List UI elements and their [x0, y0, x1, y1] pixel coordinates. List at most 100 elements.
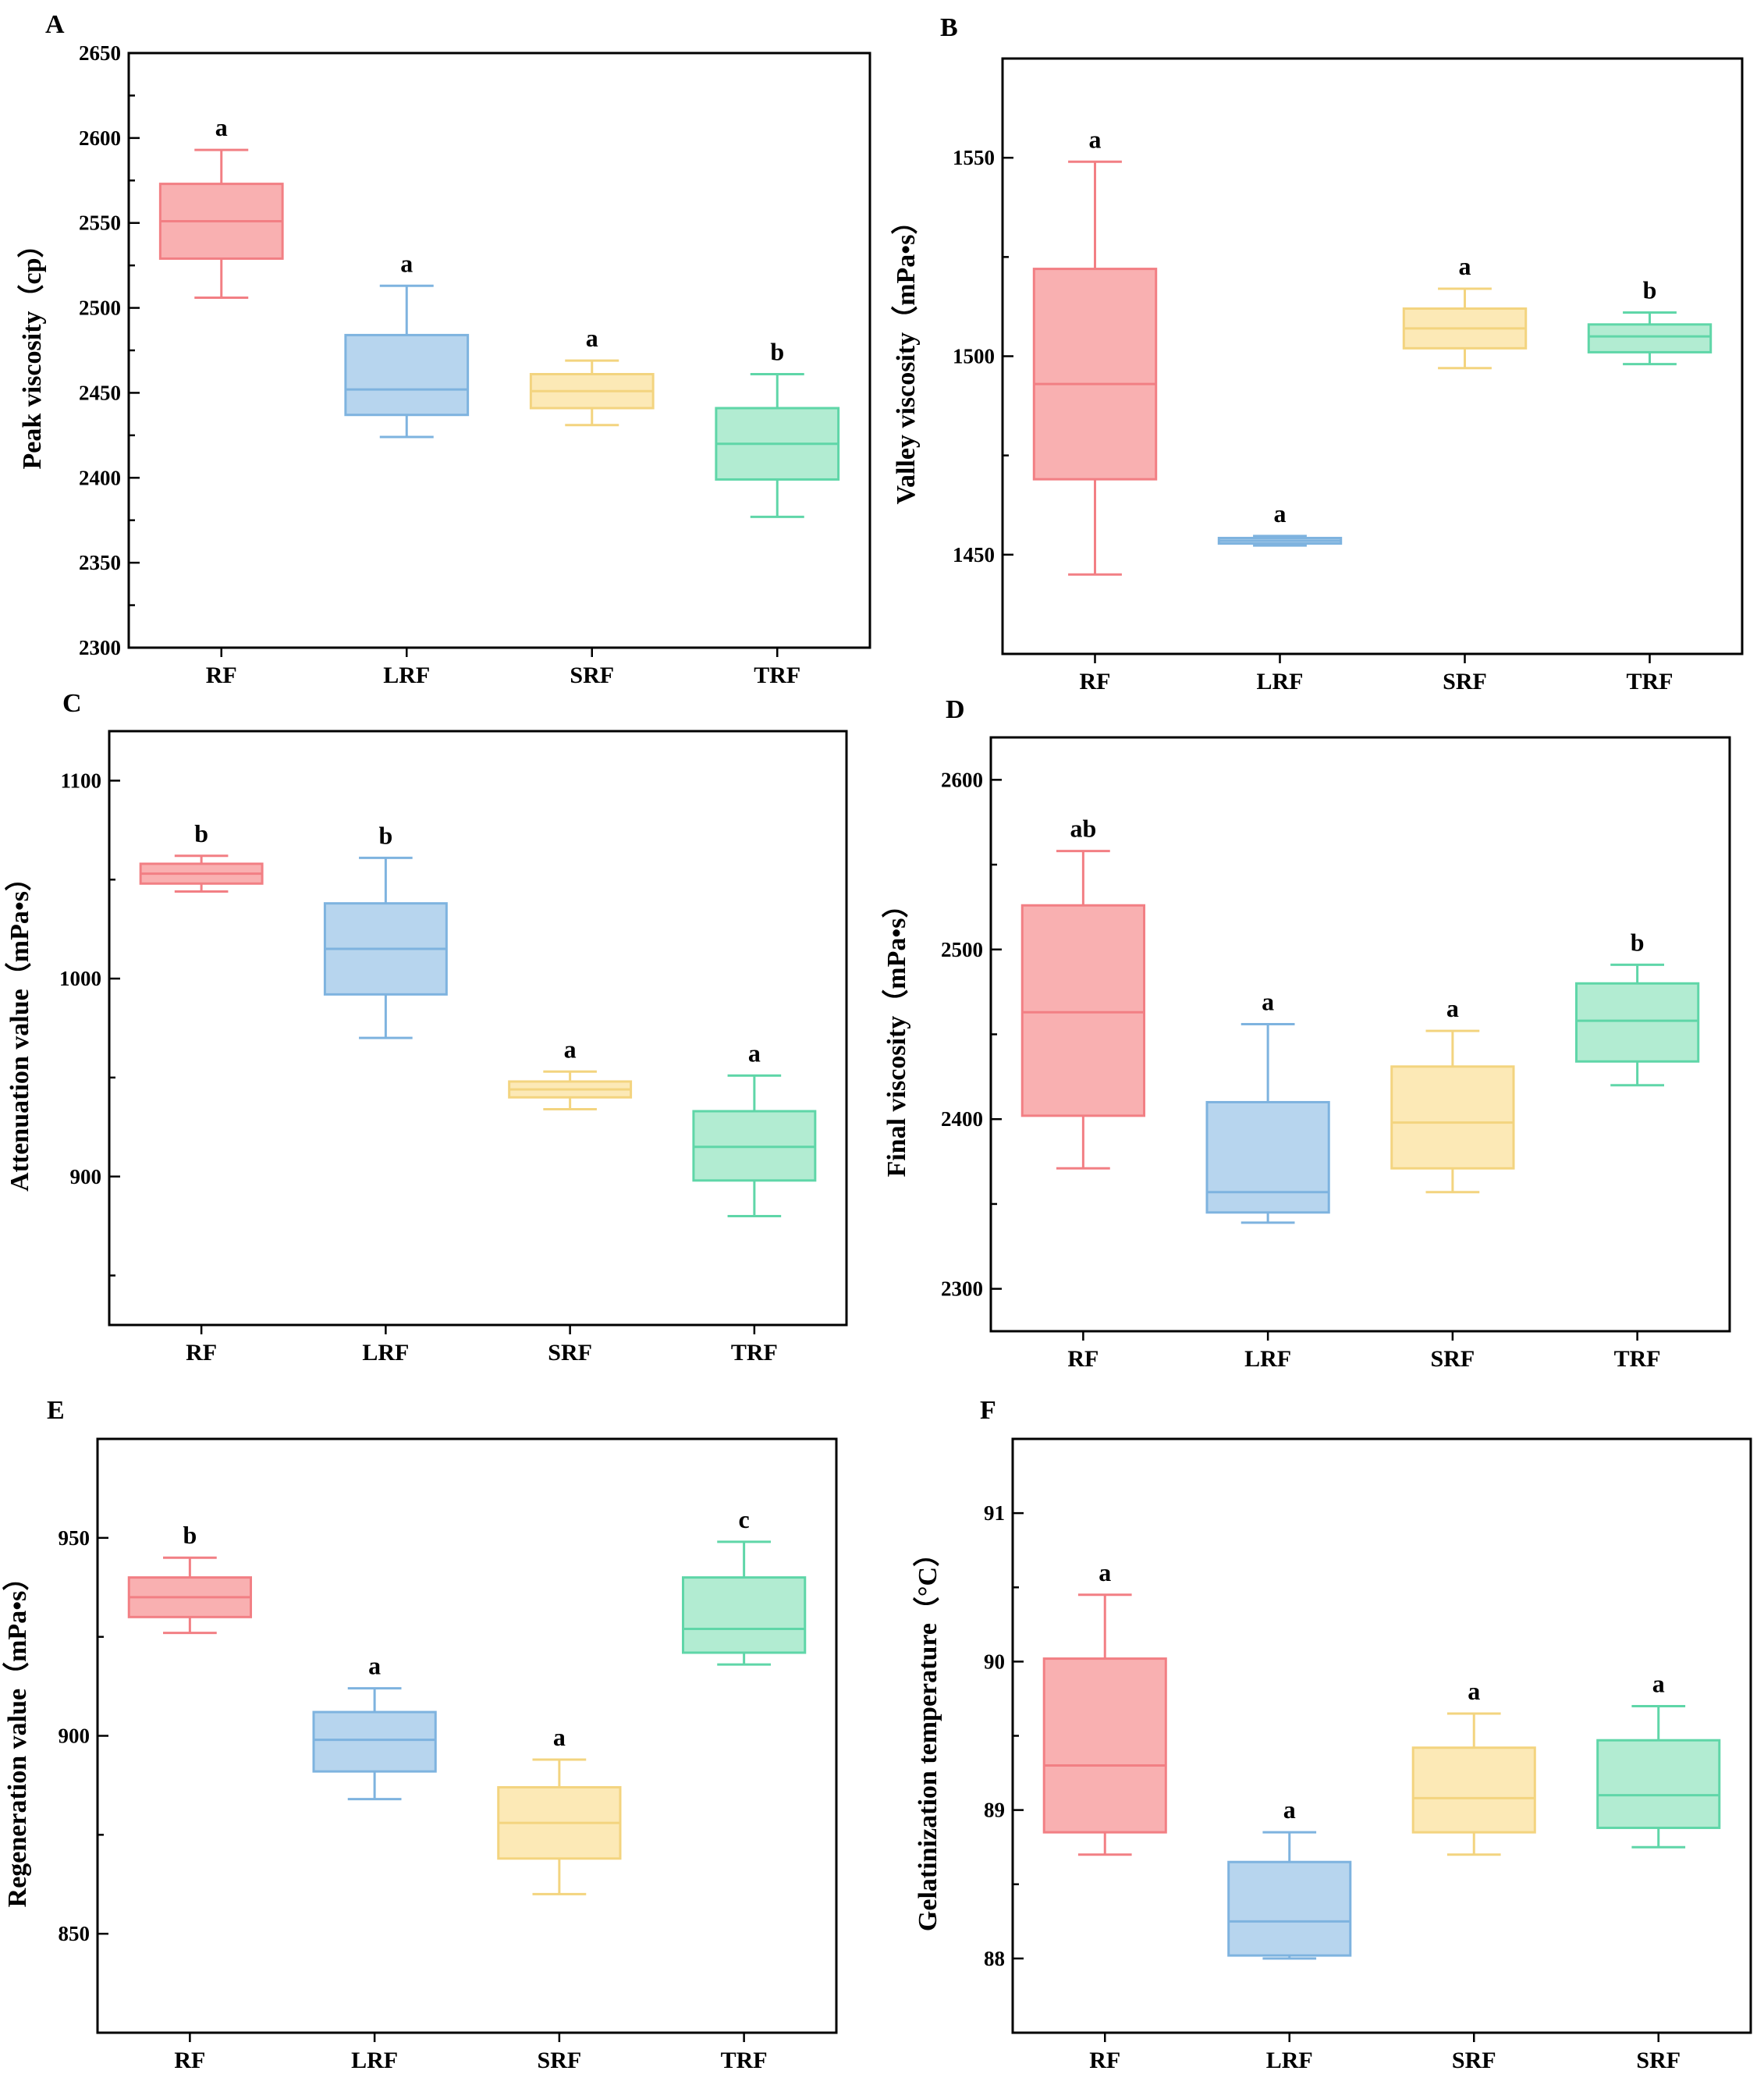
y-tick-label-a: 2550	[79, 211, 121, 235]
box-d-3	[1574, 982, 1700, 1063]
x-tick-label-c-2: SRF	[548, 1340, 592, 1366]
box-d-2	[1390, 1065, 1515, 1170]
y-tick-label-d: 2500	[941, 938, 983, 961]
panel-letter-b: B	[940, 13, 958, 42]
significance-label-c-1: b	[378, 821, 392, 849]
x-tick-label-e-0: RF	[174, 2048, 205, 2073]
y-tick-label-a: 2300	[79, 636, 121, 659]
y-tick-label-b: 1550	[953, 146, 995, 169]
y-tick-label-a: 2600	[79, 126, 121, 150]
y-tick-label-b: 1450	[953, 543, 995, 567]
y-tick-label-a: 2400	[79, 466, 121, 489]
significance-label-b-2: a	[1459, 252, 1471, 280]
y-axis-title-d: Final viscosity（mPa•s）	[881, 891, 911, 1177]
y-tick-label-a: 2350	[79, 551, 121, 574]
x-tick-label-c-3: TRF	[731, 1340, 778, 1366]
y-tick-label-e: 950	[59, 1526, 91, 1550]
panel-f: F 88 89 90 91 Gelatinization temperature（°C） R…	[912, 1396, 1752, 2073]
significance-label-f-0: a	[1099, 1558, 1111, 1586]
x-tick-label-e-3: TRF	[721, 2048, 768, 2073]
x-tick-label-f-0: RF	[1089, 2048, 1120, 2073]
significance-label-d-0: ab	[1070, 815, 1096, 843]
plot-frame-a	[127, 52, 871, 649]
panel-letter-d: D	[946, 695, 965, 724]
panel-letter-f: F	[980, 1396, 996, 1425]
box-b-0	[1032, 268, 1158, 481]
y-tick-label-d: 2300	[941, 1277, 983, 1301]
significance-label-a-0: a	[215, 113, 228, 141]
x-tick-label-b-2: SRF	[1443, 669, 1487, 694]
y-tick-label-f: 88	[984, 1947, 1005, 1970]
box-b-3	[1587, 323, 1713, 353]
significance-label-e-2: a	[553, 1723, 566, 1751]
box-d-0	[1020, 904, 1146, 1117]
y-tick-label-a: 2500	[79, 297, 121, 320]
y-tick-label-a: 2450	[79, 381, 121, 404]
y-tick-label-d: 2600	[941, 768, 983, 791]
x-tick-label-a-2: SRF	[570, 662, 614, 688]
y-tick-label-e: 900	[59, 1724, 91, 1748]
panel-c: C 900 1000 1100 Attenuation value（mPa•s） RF b L…	[4, 689, 848, 1366]
x-tick-label-d-1: LRF	[1244, 1346, 1291, 1372]
y-tick-label-f: 90	[984, 1650, 1005, 1673]
y-tick-label-d: 2400	[941, 1107, 983, 1131]
y-axis-title-b: Valley viscosity（mPa•s）	[890, 208, 921, 505]
significance-label-b-3: b	[1643, 276, 1657, 304]
significance-label-a-2: a	[586, 324, 598, 352]
x-tick-label-b-3: TRF	[1627, 669, 1673, 694]
y-axis-title-e: Regeneration value（mPa•s）	[2, 1565, 32, 1908]
box-e-1	[312, 1710, 437, 1773]
plot-frame-e	[96, 1437, 838, 2034]
significance-label-b-0: a	[1089, 125, 1102, 153]
significance-label-f-3: a	[1652, 1669, 1665, 1697]
x-tick-label-c-1: LRF	[362, 1340, 409, 1366]
y-tick-label-f: 91	[984, 1501, 1005, 1525]
panel-letter-c: C	[62, 689, 82, 718]
x-tick-label-a-0: RF	[206, 662, 237, 688]
significance-label-b-1: a	[1274, 499, 1287, 527]
panel-b: B 1450 1500 1550 Valley viscosity（mPa•s） RF a L…	[890, 13, 1744, 694]
significance-label-d-2: a	[1446, 994, 1459, 1022]
box-f-0	[1042, 1657, 1167, 1834]
significance-label-c-2: a	[564, 1035, 577, 1063]
x-tick-label-c-0: RF	[186, 1340, 217, 1366]
y-axis-title-c: Attenuation value（mPa•s）	[4, 865, 34, 1192]
panel-letter-a: A	[45, 10, 65, 39]
box-f-2	[1411, 1746, 1536, 1834]
box-d-1	[1205, 1100, 1330, 1214]
significance-label-a-3: b	[770, 337, 784, 365]
significance-label-d-3: b	[1631, 928, 1645, 956]
y-tick-label-f: 89	[984, 1799, 1005, 1822]
y-tick-label-c: 1100	[60, 769, 101, 792]
significance-label-a-1: a	[400, 249, 413, 277]
significance-label-d-1: a	[1262, 987, 1274, 1015]
y-tick-label-c: 1000	[59, 967, 101, 990]
box-a-1	[344, 333, 470, 417]
panel-e: E 850 900 950 Regeneration value（mPa•s） RF b LR…	[2, 1396, 838, 2073]
x-tick-label-f-1: LRF	[1266, 2048, 1313, 2073]
x-tick-label-d-2: SRF	[1431, 1346, 1475, 1372]
y-tick-label-a: 2650	[79, 41, 121, 65]
y-tick-label-c: 900	[70, 1165, 102, 1188]
x-tick-label-d-3: TRF	[1614, 1346, 1661, 1372]
box-e-3	[681, 1576, 807, 1654]
y-axis-title-f: Gelatinization temperature（°C）	[912, 1540, 942, 1931]
significance-label-e-1: a	[368, 1652, 381, 1680]
panel-a: A 2300 2350 2400 2450 2500 2550 2600 2650 Peak vi…	[16, 10, 871, 688]
x-tick-label-a-3: TRF	[754, 662, 800, 688]
significance-label-e-0: b	[183, 1521, 197, 1549]
panel-letter-e: E	[47, 1396, 65, 1425]
x-tick-label-f-2: SRF	[1452, 2048, 1496, 2073]
panel-d: D 2300 2400 2500 2600 Final viscosity（mPa•s） R…	[881, 695, 1731, 1372]
significance-label-e-3: c	[739, 1505, 750, 1533]
y-axis-title-a: Peak viscosity（cp）	[16, 231, 47, 469]
x-tick-label-e-2: SRF	[538, 2048, 582, 2073]
significance-label-c-3: a	[748, 1039, 761, 1067]
x-tick-label-e-1: LRF	[351, 2048, 398, 2073]
x-tick-label-a-1: LRF	[383, 662, 430, 688]
significance-label-c-0: b	[194, 819, 208, 847]
x-tick-label-b-1: LRF	[1257, 669, 1304, 694]
box-f-3	[1596, 1739, 1721, 1829]
x-tick-label-d-0: RF	[1067, 1346, 1099, 1372]
